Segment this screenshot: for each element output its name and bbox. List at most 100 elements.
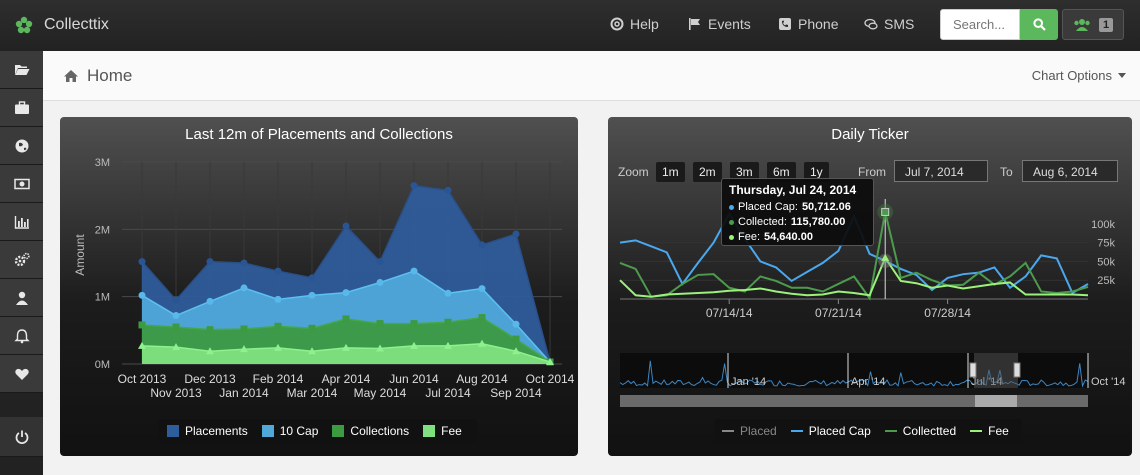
area-point [240,259,248,267]
navigator-label: Apr '14 [851,376,886,388]
area-point [138,258,146,266]
x-tick-label: 07/21/14 [815,306,862,320]
area-point [206,326,214,334]
ticker-line-1 [619,211,1089,301]
nav-help-label: Help [630,16,659,32]
ticker-legend: Placed Placed Cap Collectted Fee [714,419,1022,443]
nav-phone[interactable]: Phone [778,16,838,32]
sidebar-item-logout[interactable] [0,417,43,457]
zoom-3m-button[interactable]: 3m [730,162,759,182]
area-point [376,320,384,328]
nav-sms-label: SMS [884,16,915,32]
navigator-window [974,353,1018,388]
globe-icon [15,139,28,152]
legend-item-collected[interactable]: Collectted [884,424,957,438]
tooltip-label: Placed Cap: [738,201,798,213]
x-tick-label: Jan 2014 [219,386,269,400]
flag-icon [689,18,700,30]
y-tick-label: 50k [1097,256,1115,268]
brand[interactable]: Collecttix [14,14,109,36]
from-label: From [858,165,886,179]
legend-item-placed[interactable]: Placed [722,424,777,438]
chat-icon [864,18,878,30]
x-tick-label: May 2014 [354,386,407,400]
x-tick-label: Jul 2014 [425,386,471,400]
to-label: To [1000,165,1013,179]
page-title: Home [87,66,133,85]
area-point [138,291,146,299]
sidebar-item-briefcase[interactable] [0,89,43,127]
zoom-6m-button[interactable]: 6m [767,162,796,182]
zoom-1y-button[interactable]: 1y [804,162,829,182]
bell-icon [13,328,30,343]
nav-events-label: Events [708,16,751,32]
nav-sms[interactable]: SMS [864,16,914,32]
user-icon [15,291,28,305]
from-date-input[interactable]: Jul 7, 2014 [894,160,988,182]
help-icon [610,17,624,31]
area-point [546,357,554,365]
zoom-1m-button[interactable]: 1m [656,162,685,182]
legend-item-fee-line[interactable]: Fee [970,424,1009,438]
sidebar-item-user[interactable] [0,279,43,317]
area-point [240,345,248,353]
tooltip-row-placed-cap: Placed Cap: 50,712.06 [729,200,866,215]
breadcrumb-home[interactable]: Home [63,66,132,86]
zoom-2m-button[interactable]: 2m [693,162,722,182]
daily-ticker-chart: 100k 75k 50k 25k 07/14/14 07/21/14 07/28/14 Jan… [619,199,1126,407]
x-tick-label: Oct 2014 [526,372,575,386]
nav-phone-label: Phone [798,16,839,32]
legend-item-10-cap[interactable]: 10 Cap [261,424,319,438]
legend-label-10-cap: 10 Cap [279,424,319,438]
chart-options-label: Chart Options [1031,68,1112,83]
y-axis-label: Amount [73,234,87,276]
navigator-handle-right [1013,362,1021,378]
tooltip-value: 115,780.00 [790,216,846,228]
legend-item-collections[interactable]: Collections [332,424,409,438]
sidebar-item-globe[interactable] [0,127,43,165]
ticker-tooltip: Thursday, Jul 24, 2014 Placed Cap: 50,712… [721,178,874,246]
area-point [274,343,282,351]
area-point [478,339,486,347]
sidebar-item-settings[interactable] [0,241,43,279]
area-point [376,279,384,287]
legend-item-fee[interactable]: Fee [423,424,462,438]
legend-label-collected: Collectted [902,424,957,438]
area-chart-legend: Placements 10 Cap Collections Fee [159,419,477,443]
sidebar-item-favorites[interactable] [0,355,43,393]
legend-item-placements[interactable]: Placements [167,424,248,438]
sidebar-item-money[interactable] [0,165,43,203]
nav-help[interactable]: Help [610,16,659,32]
search-button[interactable] [1020,9,1058,40]
area-point [308,324,316,332]
search-input[interactable] [940,9,1020,40]
area-series-3 [142,343,550,364]
to-date-input[interactable]: Aug 6, 2014 [1022,160,1118,182]
area-point [410,267,418,275]
area-point [478,314,486,322]
area-point [172,323,180,331]
bar-chart-icon [14,215,29,229]
chart-options-dropdown[interactable]: Chart Options [1032,68,1126,83]
gears-icon [14,252,30,266]
caret-down-icon [1118,73,1126,78]
area-point [342,343,350,351]
sidebar-item-folder[interactable] [0,51,43,89]
tooltip-row-collected: Collected: 115,780.00 [729,215,866,230]
area-point [308,291,316,299]
area-point [342,222,350,230]
navigator-label: Jan '14 [731,376,766,388]
x-tick-label: Oct 2013 [118,372,167,386]
area-point [206,297,214,305]
sidebar-item-notifications[interactable] [0,317,43,355]
users-icon [1074,18,1090,31]
legend-item-placed-cap[interactable]: Placed Cap [790,424,871,438]
area-point [376,344,384,352]
area-point [138,341,146,349]
user-group-button[interactable]: 1 [1062,9,1124,40]
money-icon [13,178,30,189]
sidebar-item-charts[interactable] [0,203,43,241]
hover-point-collected [881,207,890,216]
nav-events[interactable]: Events [688,16,751,32]
